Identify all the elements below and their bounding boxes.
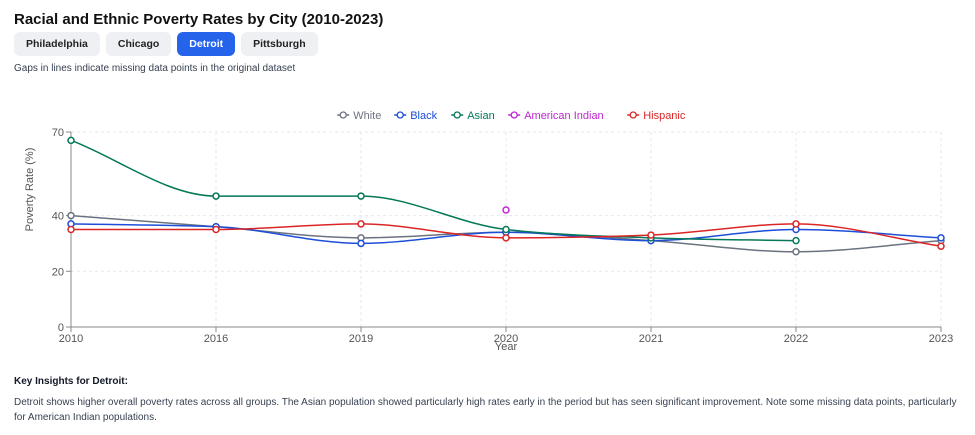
city-tabs: Philadelphia Chicago Detroit Pittsburgh xyxy=(14,32,318,56)
data-point-hispanic xyxy=(937,242,945,250)
data-point-asian xyxy=(212,192,220,200)
data-point-hispanic xyxy=(357,220,365,228)
x-tick-label: 2020 xyxy=(494,333,518,345)
data-point-american-indian xyxy=(502,206,510,214)
legend-marker xyxy=(396,111,404,119)
legend-item-white: White xyxy=(337,110,381,122)
insights-title: Key Insights for Detroit: xyxy=(14,376,128,387)
y-tick-label: 0 xyxy=(58,322,64,334)
legend-marker xyxy=(510,111,518,119)
tab-chicago[interactable]: Chicago xyxy=(105,32,172,56)
legend-marker xyxy=(453,111,461,119)
x-tick-label: 2016 xyxy=(204,333,228,345)
legend-item-hispanic: Hispanic xyxy=(627,110,686,122)
tab-philadelphia[interactable]: Philadelphia xyxy=(14,32,100,56)
data-point-black xyxy=(937,234,945,242)
legend-item-black: Black xyxy=(394,110,438,122)
chart-legend: White Black Asian American Indian Hispanic xyxy=(337,110,686,122)
x-tick-label: 2021 xyxy=(639,333,663,345)
y-tick-label: 20 xyxy=(52,266,64,278)
data-point-hispanic xyxy=(212,225,220,234)
legend-item-american-indian: American Indian xyxy=(508,110,604,122)
x-tick-label: 2022 xyxy=(784,333,808,345)
legend-label: Black xyxy=(410,110,437,122)
legend-label: Hispanic xyxy=(643,110,686,122)
x-axis-title: Year xyxy=(495,341,518,353)
y-tick-label: 70 xyxy=(52,127,64,139)
y-axis-title: Poverty Rate (%) xyxy=(24,148,36,232)
data-point-black xyxy=(357,239,365,248)
legend-marker xyxy=(339,111,347,119)
data-point-asian xyxy=(792,236,800,245)
y-tick-label: 40 xyxy=(52,211,64,223)
insights-text: Detroit shows higher overall poverty rat… xyxy=(14,397,957,423)
data-point-asian xyxy=(357,192,365,200)
legend-marker xyxy=(629,111,637,119)
legend-item-asian: Asian xyxy=(451,110,495,122)
missing-data-note: Gaps in lines indicate missing data poin… xyxy=(14,63,296,74)
data-point-white xyxy=(792,248,800,256)
x-tick-label: 2019 xyxy=(349,333,373,345)
data-point-hispanic xyxy=(792,220,800,228)
data-point-asian xyxy=(502,225,510,234)
data-point-white xyxy=(67,211,75,220)
data-point-hispanic xyxy=(647,231,655,239)
series-american-indian xyxy=(502,206,510,214)
legend-label: American Indian xyxy=(524,110,604,122)
data-point-hispanic xyxy=(502,234,510,242)
data-point-hispanic xyxy=(67,225,75,234)
series-asian xyxy=(67,136,800,245)
poverty-line-chart: 0 20 40 70 2010 2016 2019 2020 2021 2022 2023 Year P… xyxy=(24,110,953,353)
tab-pittsburgh[interactable]: Pittsburgh xyxy=(241,32,318,56)
x-tick-label: 2023 xyxy=(929,333,953,345)
legend-label: Asian xyxy=(467,110,495,122)
tab-detroit[interactable]: Detroit xyxy=(177,32,236,56)
page-title: Racial and Ethnic Poverty Rates by City … xyxy=(14,11,384,28)
x-tick-label: 2010 xyxy=(59,333,83,345)
series-hispanic xyxy=(67,220,945,250)
legend-label: White xyxy=(353,110,381,122)
series-line-asian xyxy=(70,139,797,242)
data-point-asian xyxy=(67,136,75,145)
